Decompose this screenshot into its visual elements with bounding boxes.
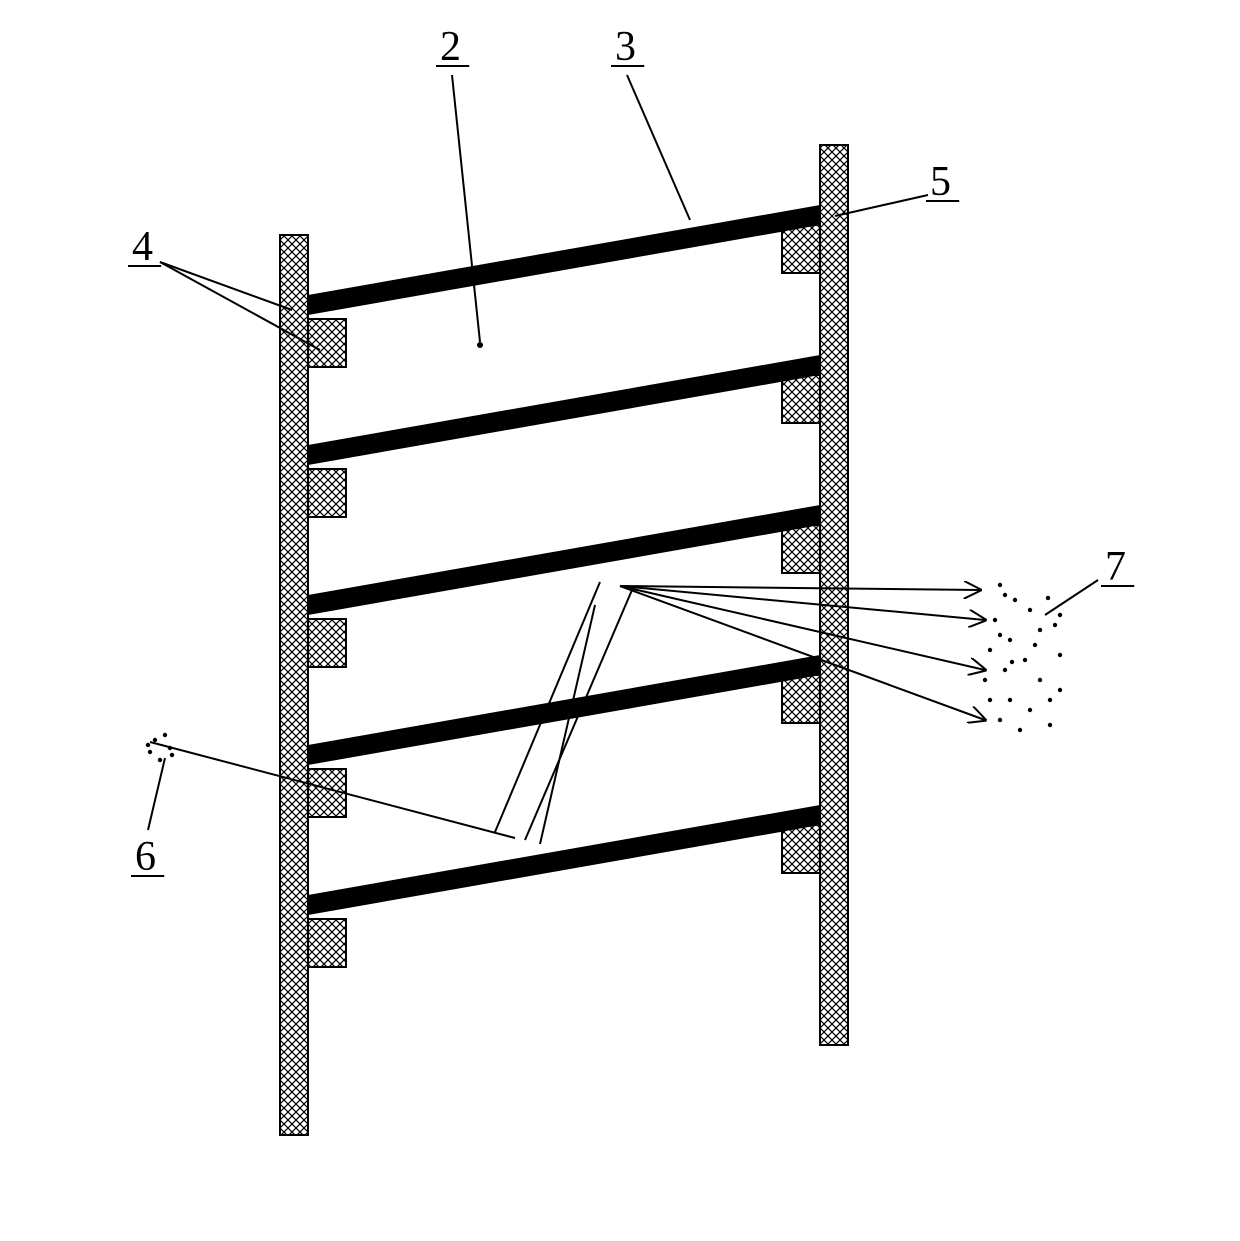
callout-label-3: 3	[615, 24, 636, 70]
particle-cluster-left	[146, 733, 174, 762]
ref-dot-2	[477, 342, 483, 348]
bracket-right-1	[782, 375, 820, 423]
callout-label-6: 6	[135, 834, 156, 880]
leader-2	[452, 75, 480, 342]
post-right	[820, 145, 848, 1045]
bracket-right-3	[782, 675, 820, 723]
ray-bounce-c	[540, 605, 595, 844]
leader-4a	[160, 262, 292, 310]
ray-exit-4	[620, 586, 980, 590]
ray-exit-2	[620, 586, 985, 670]
leader-6	[148, 758, 165, 830]
post-left	[280, 235, 308, 1135]
bracket-right-4	[782, 825, 820, 873]
callout-label-5: 5	[930, 159, 951, 205]
particle-cluster-right	[983, 583, 1062, 732]
diagram-canvas: 2 3 4 5 6 7	[0, 0, 1240, 1241]
slat-1	[308, 355, 820, 465]
bracket-left-0	[308, 319, 346, 367]
bracket-right-0	[782, 225, 820, 273]
callout-label-7: 7	[1105, 544, 1126, 590]
ray-exit-1	[620, 586, 985, 620]
slat-4	[308, 805, 820, 915]
callout-label-2: 2	[440, 24, 461, 70]
bracket-right-2	[782, 525, 820, 573]
leader-7	[1045, 580, 1098, 615]
bracket-left-2	[308, 619, 346, 667]
leader-3	[627, 75, 690, 220]
callout-label-4: 4	[132, 224, 153, 270]
bracket-left-1	[308, 469, 346, 517]
slat-2	[308, 505, 820, 615]
slat-0	[308, 205, 820, 315]
bracket-left-4	[308, 919, 346, 967]
